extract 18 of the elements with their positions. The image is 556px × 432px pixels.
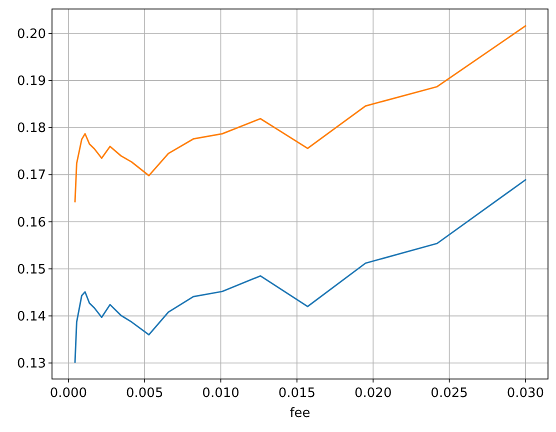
y-tick-label: 0.16 [17, 215, 46, 230]
x-tick-label: 0.020 [354, 386, 392, 401]
x-tick-label: 0.025 [430, 386, 468, 401]
line-series [74, 179, 526, 363]
x-tick-label: 0.010 [202, 386, 240, 401]
y-tick-label: 0.19 [17, 74, 46, 90]
y-tick-label: 0.14 [17, 309, 46, 324]
x-tick-label: 0.000 [50, 386, 88, 401]
x-tick-label: 0.005 [126, 386, 164, 401]
x-tick-label: 0.015 [278, 386, 316, 401]
y-tick-label: 0.17 [17, 168, 46, 184]
y-tick-label: 0.18 [17, 121, 46, 136]
line-series [74, 25, 526, 202]
y-tick-label: 0.20 [17, 27, 46, 42]
y-tick-label: 0.15 [17, 262, 46, 278]
x-axis-title: fee [290, 406, 310, 421]
x-tick-label: 0.030 [506, 386, 544, 401]
y-tick-label: 0.13 [17, 356, 46, 372]
